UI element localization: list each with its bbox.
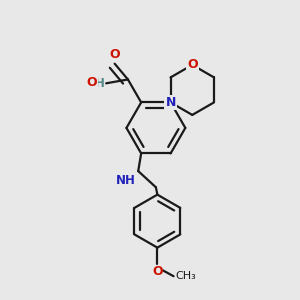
Text: NH: NH	[116, 174, 135, 187]
Text: CH₃: CH₃	[175, 271, 196, 281]
Text: N: N	[165, 96, 176, 109]
Text: O: O	[152, 265, 163, 278]
Text: H: H	[95, 77, 105, 90]
Text: O: O	[187, 58, 198, 71]
Text: O: O	[87, 76, 97, 89]
Text: O: O	[110, 48, 120, 61]
